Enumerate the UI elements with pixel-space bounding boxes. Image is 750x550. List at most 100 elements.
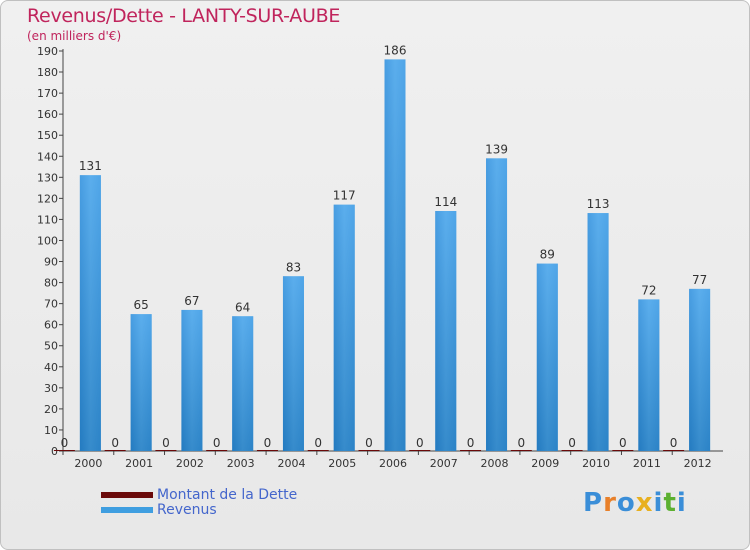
x-tick-label: 2001 bbox=[125, 457, 153, 470]
debt-bar bbox=[155, 450, 177, 451]
revenue-value-label: 77 bbox=[692, 273, 707, 287]
y-tick-label: 150 bbox=[37, 129, 58, 142]
chart-subtitle: (en milliers d'€) bbox=[27, 29, 122, 43]
revenue-value-label: 65 bbox=[134, 298, 149, 312]
revenue-bar-shade bbox=[181, 309, 203, 451]
y-tick-label: 160 bbox=[37, 108, 58, 121]
debt-value-label: 0 bbox=[416, 436, 424, 450]
y-tick-label: 60 bbox=[44, 319, 58, 332]
debt-value-label: 0 bbox=[517, 436, 525, 450]
revenue-value-label: 139 bbox=[485, 142, 508, 156]
legend-label-revenue: Revenus bbox=[157, 502, 217, 518]
debt-bar bbox=[206, 450, 228, 451]
revenue-bar-shade bbox=[384, 59, 406, 451]
x-tick-label: 2005 bbox=[328, 457, 356, 470]
revenue-value-label: 67 bbox=[184, 294, 199, 308]
debt-bar bbox=[663, 450, 685, 451]
logo-letter: r bbox=[603, 488, 617, 518]
revenue-value-label: 186 bbox=[384, 43, 407, 57]
y-tick-label: 70 bbox=[44, 298, 58, 311]
logo-letter: o bbox=[616, 488, 636, 518]
x-tick-label: 2008 bbox=[481, 457, 509, 470]
revenue-value-label: 114 bbox=[434, 195, 457, 209]
logo-letter: i bbox=[676, 488, 687, 518]
x-tick-label: 2000 bbox=[74, 457, 102, 470]
debt-value-label: 0 bbox=[162, 436, 170, 450]
y-tick-label: 120 bbox=[37, 192, 58, 205]
x-tick-label: 2012 bbox=[684, 457, 712, 470]
chart-title: Revenus/Dette - LANTY-SUR-AUBE bbox=[27, 5, 341, 27]
revenue-bar-shade bbox=[79, 175, 101, 452]
revenue-value-label: 131 bbox=[79, 159, 102, 173]
debt-bar bbox=[561, 450, 583, 451]
debt-value-label: 0 bbox=[365, 436, 373, 450]
debt-bar bbox=[307, 450, 329, 451]
debt-value-label: 0 bbox=[213, 436, 221, 450]
logo-letter: t bbox=[663, 488, 677, 518]
y-tick-label: 0 bbox=[51, 445, 58, 458]
bars bbox=[53, 59, 711, 452]
logo-letter: P bbox=[583, 488, 604, 518]
y-tick-label: 110 bbox=[37, 213, 58, 226]
revenue-bar-shade bbox=[486, 158, 508, 452]
debt-bar bbox=[510, 450, 532, 451]
debt-value-label: 0 bbox=[61, 436, 69, 450]
revenue-bar-shade bbox=[689, 288, 711, 451]
revenue-value-label: 117 bbox=[333, 189, 356, 203]
revenue-bar-shade bbox=[638, 299, 660, 451]
debt-bar bbox=[358, 450, 380, 451]
revenue-bar-shade bbox=[435, 211, 457, 451]
x-tick-label: 2004 bbox=[277, 457, 305, 470]
revenue-value-label: 113 bbox=[587, 197, 610, 211]
logo-letter: x bbox=[635, 488, 654, 518]
y-tick-label: 170 bbox=[37, 87, 58, 100]
revenue-bar-shade bbox=[130, 314, 152, 451]
revenue-bar-shade bbox=[333, 204, 355, 451]
legend-item-debt: Montant de la Dette bbox=[101, 487, 297, 503]
y-tick-label: 50 bbox=[44, 340, 58, 353]
data-labels: 0 131 0 65 0 67 0 64 0 83 0 117 0 186 0 114 0 139 0 89 0 113 0… bbox=[61, 43, 708, 450]
debt-value-label: 0 bbox=[111, 436, 119, 450]
legend-swatch-debt bbox=[101, 492, 153, 498]
debt-bar bbox=[104, 450, 126, 451]
revenue-bar-shade bbox=[282, 276, 304, 451]
legend-label-debt: Montant de la Dette bbox=[157, 487, 298, 503]
y-tick-label: 140 bbox=[37, 150, 58, 163]
legend-swatch-revenue bbox=[101, 507, 153, 513]
x-tick-label: 2007 bbox=[430, 457, 458, 470]
debt-value-label: 0 bbox=[619, 436, 627, 450]
debt-value-label: 0 bbox=[314, 436, 322, 450]
x-tick-label: 2006 bbox=[379, 457, 407, 470]
y-tick-label: 90 bbox=[44, 256, 58, 269]
revenue-value-label: 83 bbox=[286, 260, 301, 274]
revenue-value-label: 72 bbox=[641, 283, 656, 297]
debt-bar bbox=[612, 450, 634, 451]
debt-bar bbox=[409, 450, 431, 451]
x-tick-label: 2003 bbox=[227, 457, 255, 470]
legend-item-revenue: Revenus bbox=[101, 502, 217, 518]
y-tick-label: 20 bbox=[44, 403, 58, 416]
revenue-value-label: 89 bbox=[540, 248, 555, 262]
debt-value-label: 0 bbox=[568, 436, 576, 450]
proxiti-logo: Proxiti bbox=[583, 488, 687, 518]
y-tick-label: 130 bbox=[37, 171, 58, 184]
y-tick-label: 80 bbox=[44, 277, 58, 290]
x-tick-label: 2002 bbox=[176, 457, 204, 470]
debt-bar bbox=[460, 450, 482, 451]
x-tick-label: 2010 bbox=[582, 457, 610, 470]
y-tick-label: 100 bbox=[37, 234, 58, 247]
debt-bar bbox=[256, 450, 278, 451]
y-tick-label: 40 bbox=[44, 361, 58, 374]
x-tick-label: 2011 bbox=[633, 457, 661, 470]
revenue-bar-shade bbox=[536, 263, 558, 451]
y-tick-label: 30 bbox=[44, 382, 58, 395]
revenue-value-label: 64 bbox=[235, 300, 250, 314]
y-tick-label: 180 bbox=[37, 66, 58, 79]
x-tick-label: 2009 bbox=[531, 457, 559, 470]
y-tick-label: 190 bbox=[37, 45, 58, 58]
debt-value-label: 0 bbox=[467, 436, 475, 450]
debt-value-label: 0 bbox=[264, 436, 272, 450]
y-tick-label: 10 bbox=[44, 424, 58, 437]
